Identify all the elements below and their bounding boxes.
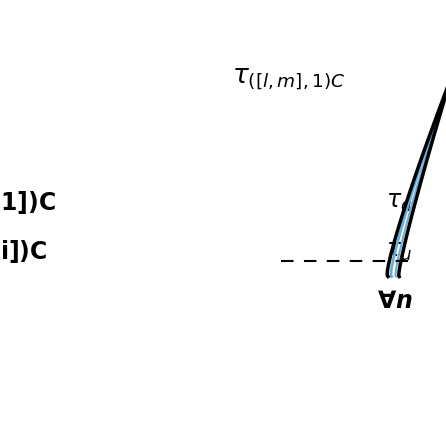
- Text: $\mathbf{i])C}$: $\mathbf{i])C}$: [0, 239, 47, 265]
- Text: $\mathbf{1])C}$: $\mathbf{1])C}$: [0, 190, 56, 216]
- Text: $\boldsymbol{\tau_u}$: $\boldsymbol{\tau_u}$: [386, 240, 412, 264]
- Text: $\boldsymbol{\forall n}$: $\boldsymbol{\forall n}$: [377, 289, 413, 313]
- Text: $\boldsymbol{\tau_d}$: $\boldsymbol{\tau_d}$: [386, 191, 413, 215]
- Text: $\tau_{([l,m],1)C}$: $\tau_{([l,m],1)C}$: [232, 66, 345, 91]
